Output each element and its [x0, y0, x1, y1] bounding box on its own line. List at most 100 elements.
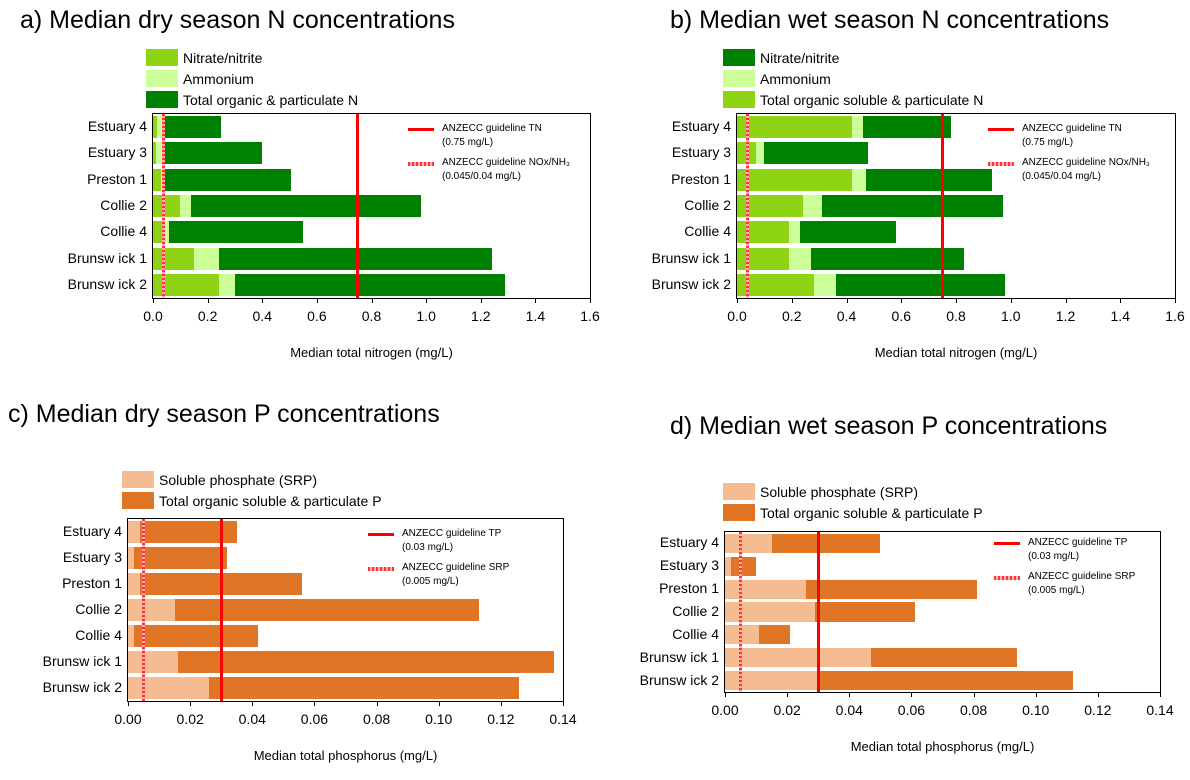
bar-segment — [180, 194, 192, 218]
guideline-line — [356, 114, 360, 298]
bar-segment — [737, 168, 852, 191]
guideline-dashed-line — [739, 532, 743, 692]
x-tick-label: 0.10 — [425, 711, 453, 727]
x-tick-mark — [849, 693, 851, 697]
legend-label: Nitrate/nitrite — [760, 50, 840, 66]
bar-segment — [163, 142, 263, 165]
bar-segment — [851, 168, 866, 191]
guideline-legend-swatch — [994, 542, 1020, 545]
x-tick-label: 0.06 — [300, 711, 329, 727]
guideline-line — [816, 532, 820, 692]
bar-segment — [218, 273, 235, 296]
legend-swatch — [723, 504, 755, 521]
x-tick-mark — [190, 702, 192, 706]
bar-segment — [155, 142, 164, 165]
guideline-legend-label: ANZECC guideline SRP — [402, 562, 510, 573]
category-label: Brunsw ick 1 — [67, 249, 147, 266]
category-label: Estuary 3 — [659, 557, 719, 574]
plot-area: ANZECC guideline TP (0.03 mg/L) ANZECC gui… — [127, 518, 564, 702]
category-label: Brunsw ick 1 — [42, 653, 122, 669]
panel-b: b) Median wet season N concentrations Nit… — [595, 0, 1190, 390]
bar-segment — [128, 521, 141, 543]
category-label: Collie 4 — [75, 627, 122, 643]
bar-segment — [789, 247, 811, 270]
bar-segment — [153, 194, 181, 218]
guideline-legend-value: (0.005 mg/L) — [402, 576, 459, 587]
x-tick-mark — [1120, 299, 1122, 303]
bar-segment — [174, 599, 480, 621]
guideline-legend-label: ANZECC guideline TP — [1028, 537, 1128, 548]
panel-title: a) Median dry season N concentrations — [20, 6, 455, 34]
bar-segment — [789, 221, 800, 244]
x-tick-label: 0.14 — [549, 711, 577, 727]
guideline-legend-swatch — [988, 128, 1014, 131]
guideline-legend-value: (0.75 mg/L) — [1022, 137, 1074, 148]
category-label: Brunsw ick 2 — [42, 679, 122, 695]
bar-segment — [153, 247, 194, 270]
x-tick-mark — [973, 693, 975, 697]
x-tick-label: 0.02 — [176, 711, 204, 727]
category-label: Collie 4 — [672, 625, 719, 642]
guideline-legend-label: ANZECC guideline TN — [1022, 123, 1122, 134]
x-tick-label: 0.0 — [143, 308, 163, 324]
plot-area: ANZECC guideline TN (0.75 mg/L) ANZECC gui… — [736, 113, 1176, 299]
category-label: Brunsw ick 1 — [651, 249, 731, 266]
x-tick-mark — [791, 299, 793, 303]
guideline-legend-label: ANZECC guideline NOx/NH₃ — [1022, 157, 1150, 168]
x-tick-mark — [207, 299, 209, 303]
x-tick-label: 0.08 — [959, 702, 988, 718]
bar-segment — [162, 116, 222, 139]
guideline-legend-swatch — [368, 533, 394, 536]
x-tick-label: 1.4 — [1110, 308, 1130, 324]
category-label: Estuary 4 — [62, 523, 122, 539]
x-tick-label: 0.00 — [114, 711, 142, 727]
legend-swatch — [122, 471, 154, 488]
x-axis-label: Median total phosphorus (mg/L) — [253, 748, 438, 763]
x-tick-mark — [314, 702, 316, 706]
guideline-legend-swatch — [994, 576, 1020, 580]
x-axis-label: Median total nitrogen (mg/L) — [874, 345, 1038, 360]
x-axis-label: Median total phosphorus (mg/L) — [850, 739, 1035, 754]
x-tick-mark — [371, 299, 373, 303]
bar-segment — [153, 116, 158, 139]
guideline-legend-swatch — [368, 567, 394, 571]
category-label: Collie 2 — [684, 197, 731, 213]
guideline-legend-value: (0.03 mg/L) — [1028, 551, 1080, 562]
guideline-legend-value: (0.03 mg/L) — [402, 542, 454, 553]
guideline-legend-swatch — [408, 128, 434, 131]
x-tick-mark — [262, 299, 264, 303]
legend-swatch — [122, 492, 154, 509]
x-tick-mark — [1175, 299, 1176, 303]
category-label: Collie 2 — [672, 603, 719, 619]
legend-label: Nitrate/nitrite — [183, 50, 263, 66]
panel-a: a) Median dry season N concentrations Nit… — [0, 0, 600, 390]
bar-segment — [157, 116, 163, 139]
legend-swatch — [146, 49, 178, 66]
bar-segment — [737, 116, 852, 139]
x-tick-mark — [956, 299, 957, 303]
x-tick-label: 0.4 — [836, 308, 857, 324]
x-tick-label: 1.2 — [1055, 308, 1076, 324]
bar-segment — [802, 194, 822, 218]
x-tick-mark — [737, 299, 738, 303]
x-tick-label: 0.06 — [897, 702, 926, 718]
bar-segment — [191, 194, 421, 218]
guideline-line — [219, 519, 223, 701]
guideline-legend-swatch — [408, 162, 434, 166]
x-tick-label: 0.14 — [1146, 702, 1174, 718]
bar-segment — [163, 168, 291, 191]
category-label: Brunsw ick 2 — [639, 671, 719, 688]
x-tick-label: 1.4 — [525, 308, 546, 324]
x-tick-mark — [787, 693, 789, 697]
bar-segment — [805, 579, 977, 599]
guideline-legend-label: ANZECC guideline TN — [442, 123, 542, 134]
x-tick-label: 1.0 — [1001, 308, 1021, 324]
legend-label: Soluble phosphate (SRP) — [760, 484, 918, 500]
legend-swatch — [723, 70, 755, 87]
bar-segment — [725, 648, 872, 668]
bar-segment — [865, 168, 992, 191]
guideline-legend-label: ANZECC guideline NOx/NH₃ — [442, 157, 570, 168]
x-tick-mark — [1035, 693, 1037, 697]
bar-segment — [134, 547, 228, 569]
category-label: Estuary 3 — [62, 549, 122, 565]
